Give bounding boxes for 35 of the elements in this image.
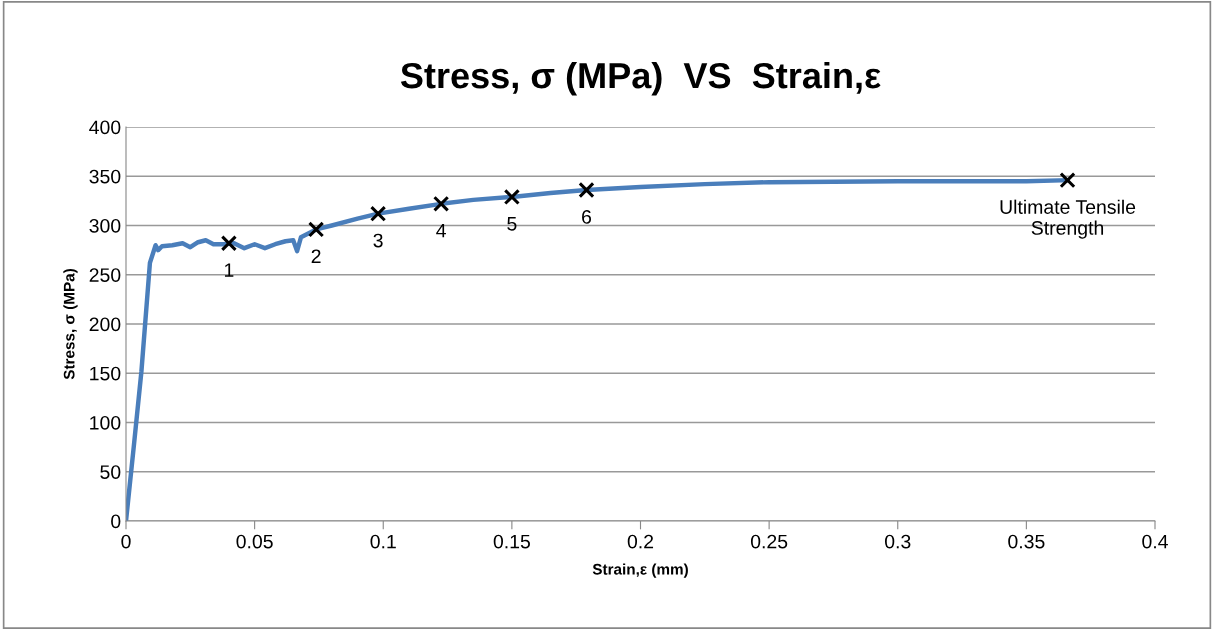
annotation: 1 xyxy=(224,263,234,277)
y-tick-label: 50 xyxy=(100,465,121,479)
y-tick-label: 100 xyxy=(90,415,121,430)
x-tick-label: 0 xyxy=(121,534,131,549)
chart-title: Stress, σ (MPa) VS Strain,ε xyxy=(400,61,881,96)
x-tick-label: 0.3 xyxy=(885,534,911,549)
x-tick-label: 0.05 xyxy=(236,534,273,549)
y-tick-label: 150 xyxy=(90,366,121,381)
x-tick-label: 0.4 xyxy=(1142,534,1168,549)
annotation: Ultimate Tensile Strength xyxy=(1000,199,1136,239)
x-tick-label: 0.15 xyxy=(493,534,530,549)
x-tick-label: 0.25 xyxy=(750,534,788,549)
annotation: 4 xyxy=(436,223,446,238)
y-tick-label: 400 xyxy=(89,120,121,135)
point xyxy=(307,221,325,238)
point xyxy=(1059,172,1076,189)
y-tick-label: 300 xyxy=(89,218,121,233)
annotation: 2 xyxy=(311,249,321,263)
point xyxy=(503,188,520,206)
x-tick-label: 0.1 xyxy=(370,534,396,549)
y-tick-label: 0 xyxy=(111,514,121,529)
y-axis-title: Stress, σ (MPa) xyxy=(63,269,78,380)
y-tick-label: 350 xyxy=(89,169,121,184)
y-tick-label: 200 xyxy=(89,317,121,332)
point xyxy=(578,181,595,199)
x-axis-title: Strain,ε (mm) xyxy=(592,563,688,578)
x-tick-label: 0.2 xyxy=(627,534,654,549)
point xyxy=(220,235,238,252)
x-tick-label: 0.35 xyxy=(1008,534,1045,549)
annotation: 3 xyxy=(373,233,383,248)
point xyxy=(369,205,387,222)
y-tick-label: 250 xyxy=(89,268,121,282)
annotation: 6 xyxy=(582,210,592,224)
annotation: 5 xyxy=(507,217,517,231)
point xyxy=(433,195,450,212)
